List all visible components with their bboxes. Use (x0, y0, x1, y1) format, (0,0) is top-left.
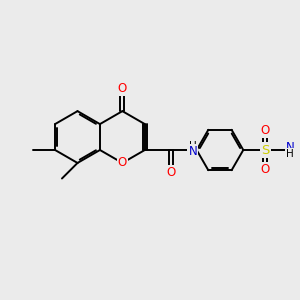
Text: H: H (286, 149, 294, 159)
Text: O: O (261, 124, 270, 137)
Text: H: H (189, 141, 196, 151)
Text: O: O (261, 163, 270, 176)
Text: O: O (118, 82, 127, 95)
Text: O: O (118, 157, 127, 169)
Text: N: N (188, 145, 197, 158)
Text: O: O (166, 167, 176, 179)
Text: N: N (286, 141, 294, 154)
Text: S: S (261, 143, 269, 157)
